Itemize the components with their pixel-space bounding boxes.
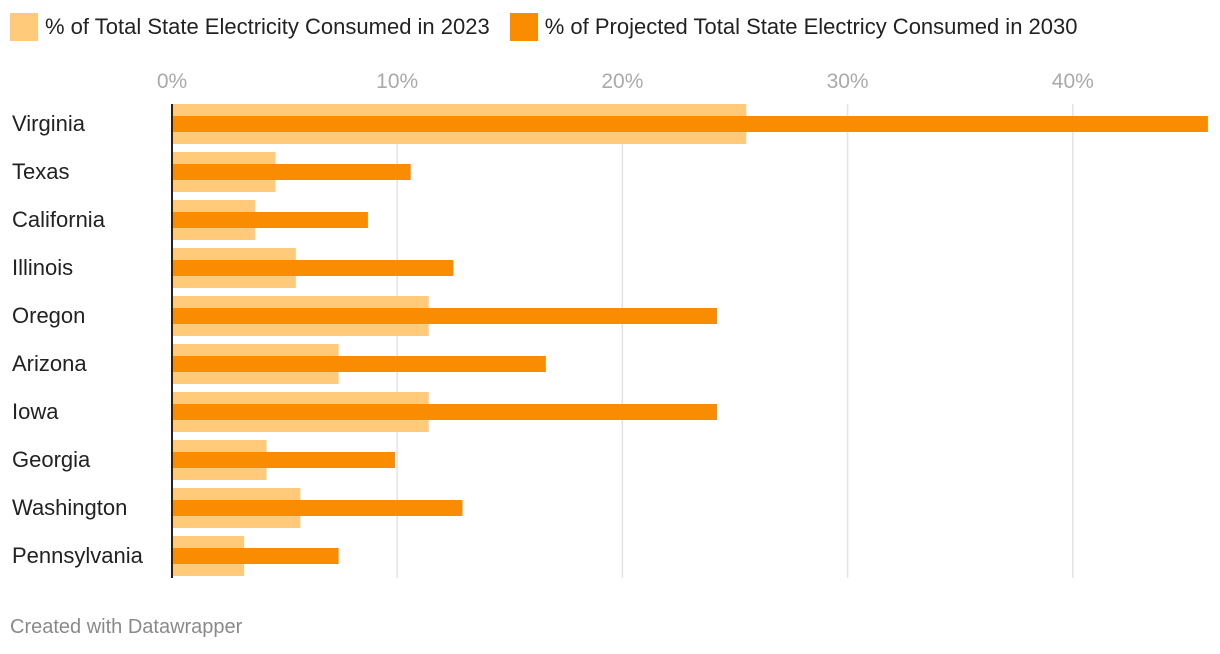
category-label-iowa: Iowa xyxy=(12,399,59,424)
bar-2030-arizona xyxy=(172,356,546,372)
bar-2030-georgia xyxy=(172,452,395,468)
category-label-illinois: Illinois xyxy=(12,255,73,280)
category-label-georgia: Georgia xyxy=(12,447,91,472)
legend-label-2023: % of Total State Electricity Consumed in… xyxy=(45,14,490,39)
bar-2030-virginia xyxy=(172,116,1208,132)
x-tick-label-20: 20% xyxy=(601,70,643,93)
legend-label-2030: % of Projected Total State Electricy Con… xyxy=(544,14,1078,39)
x-tick-label-0: 0% xyxy=(157,70,187,93)
legend-swatch-2030 xyxy=(509,13,538,41)
x-tick-label-40: 40% xyxy=(1052,70,1094,93)
bar-2030-oregon xyxy=(172,308,717,324)
datawrapper-credit: Created with Datawrapper xyxy=(10,616,243,638)
bar-2030-illinois xyxy=(172,260,454,276)
category-label-california: California xyxy=(12,207,106,232)
x-tick-label-10: 10% xyxy=(376,70,418,93)
bar-2030-iowa xyxy=(172,404,717,420)
chart-legend: % of Total State Electricity Consumed in… xyxy=(10,12,1098,42)
bar-chart: 0% 10% 20% 30% 40% Virginia Texas California Ill… xyxy=(12,70,1208,578)
category-label-texas: Texas xyxy=(12,159,69,184)
category-label-oregon: Oregon xyxy=(12,303,85,328)
bar-2030-california xyxy=(172,212,368,228)
legend-swatch-2023 xyxy=(10,13,38,41)
bar-2030-pennsylvania xyxy=(172,548,339,564)
bar-2030-texas xyxy=(172,164,411,180)
category-label-washington: Washington xyxy=(12,495,127,520)
category-label-arizona: Arizona xyxy=(12,351,87,376)
category-label-pennsylvania: Pennsylvania xyxy=(12,543,144,568)
legend-item-2030: % of Projected Total State Electricy Con… xyxy=(509,13,1078,41)
category-label-virginia: Virginia xyxy=(12,111,86,136)
x-tick-label-30: 30% xyxy=(827,70,869,93)
legend-item-2023: % of Total State Electricity Consumed in… xyxy=(10,13,490,41)
bar-2030-washington xyxy=(172,500,463,516)
